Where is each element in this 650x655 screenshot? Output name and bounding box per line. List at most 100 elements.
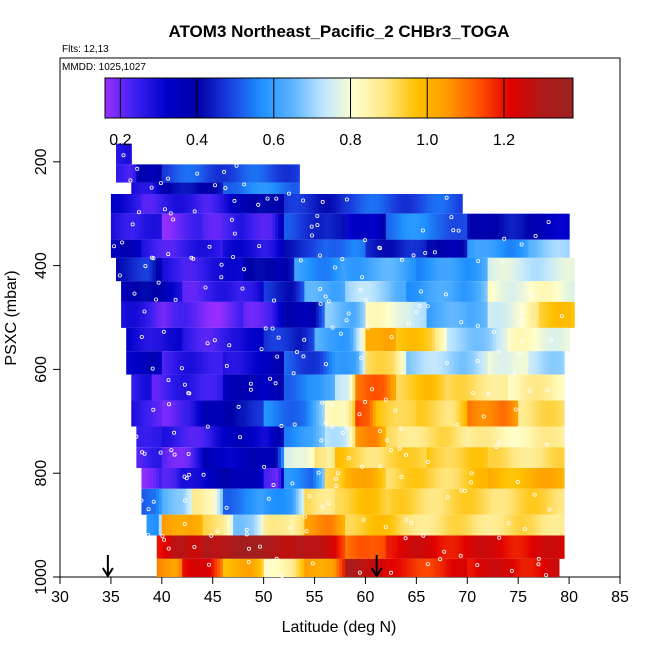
heatmap-cell xyxy=(359,239,364,258)
heatmap-cell xyxy=(358,374,362,401)
heatmap-cell xyxy=(446,535,450,559)
heatmap-cell xyxy=(511,558,516,577)
heatmap-cell xyxy=(117,193,121,214)
heatmap-cell xyxy=(276,257,280,282)
heatmap-cell xyxy=(356,257,361,282)
sample-point xyxy=(136,210,141,215)
heatmap-cell xyxy=(179,400,183,427)
heatmap-cell xyxy=(141,488,145,515)
heatmap-cell xyxy=(129,327,133,352)
heatmap-cell xyxy=(284,164,288,183)
heatmap-cell xyxy=(126,239,130,258)
heatmap-cell xyxy=(259,426,264,448)
heatmap-cell xyxy=(441,193,445,214)
heatmap-cell xyxy=(437,488,441,515)
heatmap-cell xyxy=(488,488,493,515)
heatmap-cell xyxy=(297,257,301,282)
heatmap-cell xyxy=(262,239,267,258)
heatmap-cell xyxy=(422,213,426,240)
heatmap-cell xyxy=(506,488,511,515)
heatmap-cell xyxy=(342,257,346,282)
heatmap-cell xyxy=(469,351,474,375)
sample-point xyxy=(451,228,456,233)
heatmap-cell xyxy=(388,558,393,577)
heatmap-cell xyxy=(237,488,241,515)
heatmap-cell xyxy=(522,351,527,375)
heatmap-cell xyxy=(269,558,273,577)
heatmap-cell xyxy=(467,535,471,559)
heatmap-cell xyxy=(415,426,420,448)
heatmap-cell xyxy=(286,351,291,375)
heatmap-cell xyxy=(267,257,271,282)
heatmap-cell xyxy=(430,514,434,536)
heatmap-cell xyxy=(263,301,268,328)
heatmap-cell xyxy=(387,281,392,302)
heatmap-cell xyxy=(265,535,270,559)
heatmap-cell xyxy=(216,301,220,328)
heatmap-cell xyxy=(210,239,215,258)
heatmap-cell xyxy=(517,558,522,577)
heatmap-cell xyxy=(494,213,499,240)
heatmap-cell xyxy=(551,447,556,469)
heatmap-cell xyxy=(525,213,529,240)
heatmap-cell xyxy=(211,514,216,536)
heatmap-cell xyxy=(225,558,230,577)
heatmap-cell xyxy=(272,488,276,515)
heatmap-cell xyxy=(428,213,432,240)
heatmap-cell xyxy=(396,327,400,352)
sample-point xyxy=(263,326,268,331)
heatmap-cell xyxy=(490,281,495,302)
heatmap-cell xyxy=(443,558,447,577)
heatmap-cell xyxy=(560,488,565,515)
heatmap-cell xyxy=(343,426,347,448)
heatmap-cell xyxy=(324,257,328,282)
heatmap-cell xyxy=(436,281,440,302)
heatmap-cell xyxy=(175,535,179,559)
heatmap-cell xyxy=(459,193,463,214)
heatmap-cell xyxy=(180,351,184,375)
heatmap-cell xyxy=(440,488,444,515)
heatmap-cell xyxy=(469,301,473,328)
heatmap-cell xyxy=(494,488,499,515)
heatmap-cell xyxy=(342,558,346,577)
heatmap-cell xyxy=(513,374,518,401)
heatmap-cell xyxy=(230,327,235,352)
heatmap-cell xyxy=(351,257,355,282)
sample-point xyxy=(497,440,502,445)
heatmap-cell xyxy=(281,558,285,577)
heatmap-cell xyxy=(470,239,474,258)
heatmap-cell xyxy=(158,514,163,536)
heatmap-cell xyxy=(307,514,311,536)
heatmap-cell xyxy=(406,213,411,240)
heatmap-cell xyxy=(452,535,456,559)
heatmap-cell xyxy=(408,193,412,214)
heatmap-cell xyxy=(405,239,409,258)
heatmap-cell xyxy=(219,239,224,258)
heatmap-cell xyxy=(531,239,535,258)
heatmap-cell xyxy=(462,514,467,536)
heatmap-cell xyxy=(257,281,262,302)
heatmap-cell xyxy=(427,468,432,489)
heatmap-cell xyxy=(235,182,239,194)
heatmap-cell xyxy=(486,374,491,401)
heatmap-cell xyxy=(362,468,367,489)
heatmap-cell xyxy=(399,301,403,328)
sample-point xyxy=(332,265,337,270)
heatmap-cell xyxy=(485,558,489,577)
heatmap-cell xyxy=(443,374,448,401)
heatmap-cell xyxy=(387,374,391,401)
heatmap-cell xyxy=(543,374,547,401)
heatmap-cell xyxy=(339,281,343,302)
heatmap-cell xyxy=(219,426,224,448)
heatmap-cell xyxy=(349,400,353,427)
heatmap-cell xyxy=(411,193,415,214)
heatmap-cell xyxy=(275,558,279,577)
heatmap-cell xyxy=(142,281,147,302)
heatmap-cell xyxy=(284,514,288,536)
heatmap-cell xyxy=(202,374,206,401)
heatmap-cell xyxy=(305,213,310,240)
heatmap-cell xyxy=(333,400,338,427)
heatmap-cell xyxy=(290,327,295,352)
heatmap-cell xyxy=(487,281,492,302)
heatmap-cell xyxy=(418,351,422,375)
